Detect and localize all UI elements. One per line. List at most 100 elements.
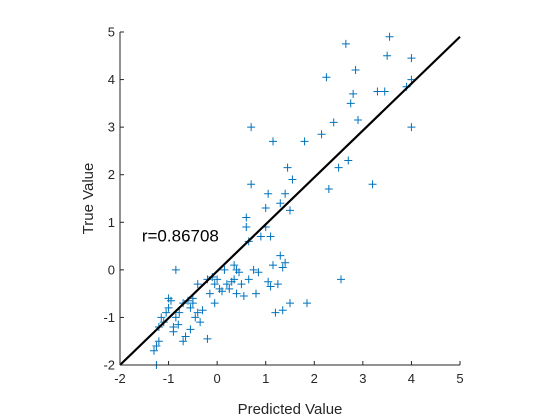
data-point <box>324 184 333 193</box>
data-point <box>186 325 195 334</box>
data-point <box>373 87 382 96</box>
data-point <box>218 287 226 296</box>
data-point <box>150 346 158 355</box>
x-ticks: -2 -1 0 1 2 3 4 5 <box>114 361 464 386</box>
data-point <box>273 280 282 289</box>
data-point <box>239 292 248 301</box>
data-point <box>213 275 222 284</box>
data-point <box>252 289 260 298</box>
data-point <box>210 299 219 308</box>
data-point <box>162 308 171 317</box>
data-point <box>341 39 350 48</box>
y-ticks: -2 -1 0 1 2 3 4 5 <box>103 25 124 373</box>
data-point <box>237 280 246 289</box>
data-point <box>354 116 362 125</box>
data-point <box>266 232 275 241</box>
data-point <box>193 280 202 289</box>
x-tick-label: 3 <box>359 371 366 386</box>
y-tick-label: 0 <box>108 262 115 277</box>
data-point <box>300 137 309 146</box>
data-point <box>278 263 287 272</box>
data-point <box>171 265 180 274</box>
axes: -2 -1 0 1 2 3 4 5 -2 -1 0 1 2 3 4 5 <box>103 25 463 387</box>
data-point <box>281 258 290 267</box>
data-point <box>225 284 234 293</box>
data-point <box>278 306 287 315</box>
data-point <box>171 313 180 322</box>
data-point <box>157 313 166 322</box>
regression-line <box>119 35 461 366</box>
x-tick-label: 2 <box>311 371 318 386</box>
data-point <box>276 199 285 208</box>
data-point <box>261 204 270 213</box>
data-point <box>283 163 292 172</box>
data-point <box>169 327 178 336</box>
data-point <box>191 313 200 322</box>
data-point <box>164 303 173 312</box>
data-point <box>337 275 345 284</box>
data-point <box>254 268 263 277</box>
data-point <box>198 306 207 315</box>
data-point <box>368 180 377 189</box>
data-point <box>203 334 212 343</box>
data-point <box>276 251 285 260</box>
x-tick-label: 5 <box>456 371 463 386</box>
y-tick-label: -1 <box>103 310 115 325</box>
data-point <box>179 337 188 346</box>
data-point <box>152 341 161 350</box>
data-point <box>222 280 231 289</box>
data-point <box>154 337 163 346</box>
data-point <box>317 130 326 139</box>
x-tick-label: -1 <box>163 371 175 386</box>
data-point <box>286 206 294 215</box>
x-tick-label: 0 <box>214 371 221 386</box>
x-tick-label: -2 <box>114 371 126 386</box>
data-point <box>205 289 214 298</box>
x-axis-title: Predicted Value <box>238 401 343 418</box>
data-point <box>322 73 331 82</box>
data-point <box>266 282 275 291</box>
data-point <box>349 89 358 98</box>
data-point <box>303 299 311 308</box>
data-point <box>247 180 256 189</box>
data-point <box>351 66 360 75</box>
x-tick-label: 1 <box>262 371 269 386</box>
data-point <box>344 156 353 165</box>
data-point <box>175 308 184 317</box>
data-point <box>281 189 290 198</box>
data-point <box>174 320 183 329</box>
data-point <box>242 223 251 232</box>
data-point <box>407 123 416 132</box>
data-point <box>407 54 416 63</box>
y-axis-title: True Value <box>80 163 97 235</box>
data-point <box>247 123 256 132</box>
data-point <box>288 175 297 184</box>
x-tick-label: 4 <box>408 371 415 386</box>
data-point <box>196 318 205 327</box>
data-point <box>346 99 355 108</box>
data-point <box>269 137 277 146</box>
data-point <box>383 51 392 60</box>
y-tick-label: 2 <box>108 167 115 182</box>
data-point <box>242 213 251 222</box>
data-point <box>244 275 253 284</box>
data-point <box>230 261 239 270</box>
data-point <box>230 275 239 284</box>
data-point <box>385 32 394 41</box>
data-point <box>193 308 202 317</box>
data-point <box>220 265 229 274</box>
data-point <box>269 261 277 270</box>
y-tick-label: 1 <box>108 215 115 230</box>
data-point <box>329 118 338 127</box>
data-point <box>167 296 175 305</box>
y-tick-label: 5 <box>108 25 115 40</box>
y-tick-label: -2 <box>103 358 115 373</box>
data-point <box>181 332 190 341</box>
data-point <box>249 265 258 274</box>
data-point <box>186 303 195 312</box>
y-tick-label: 3 <box>108 120 115 135</box>
data-point <box>286 299 294 308</box>
data-point <box>271 308 280 317</box>
data-point <box>264 189 273 198</box>
